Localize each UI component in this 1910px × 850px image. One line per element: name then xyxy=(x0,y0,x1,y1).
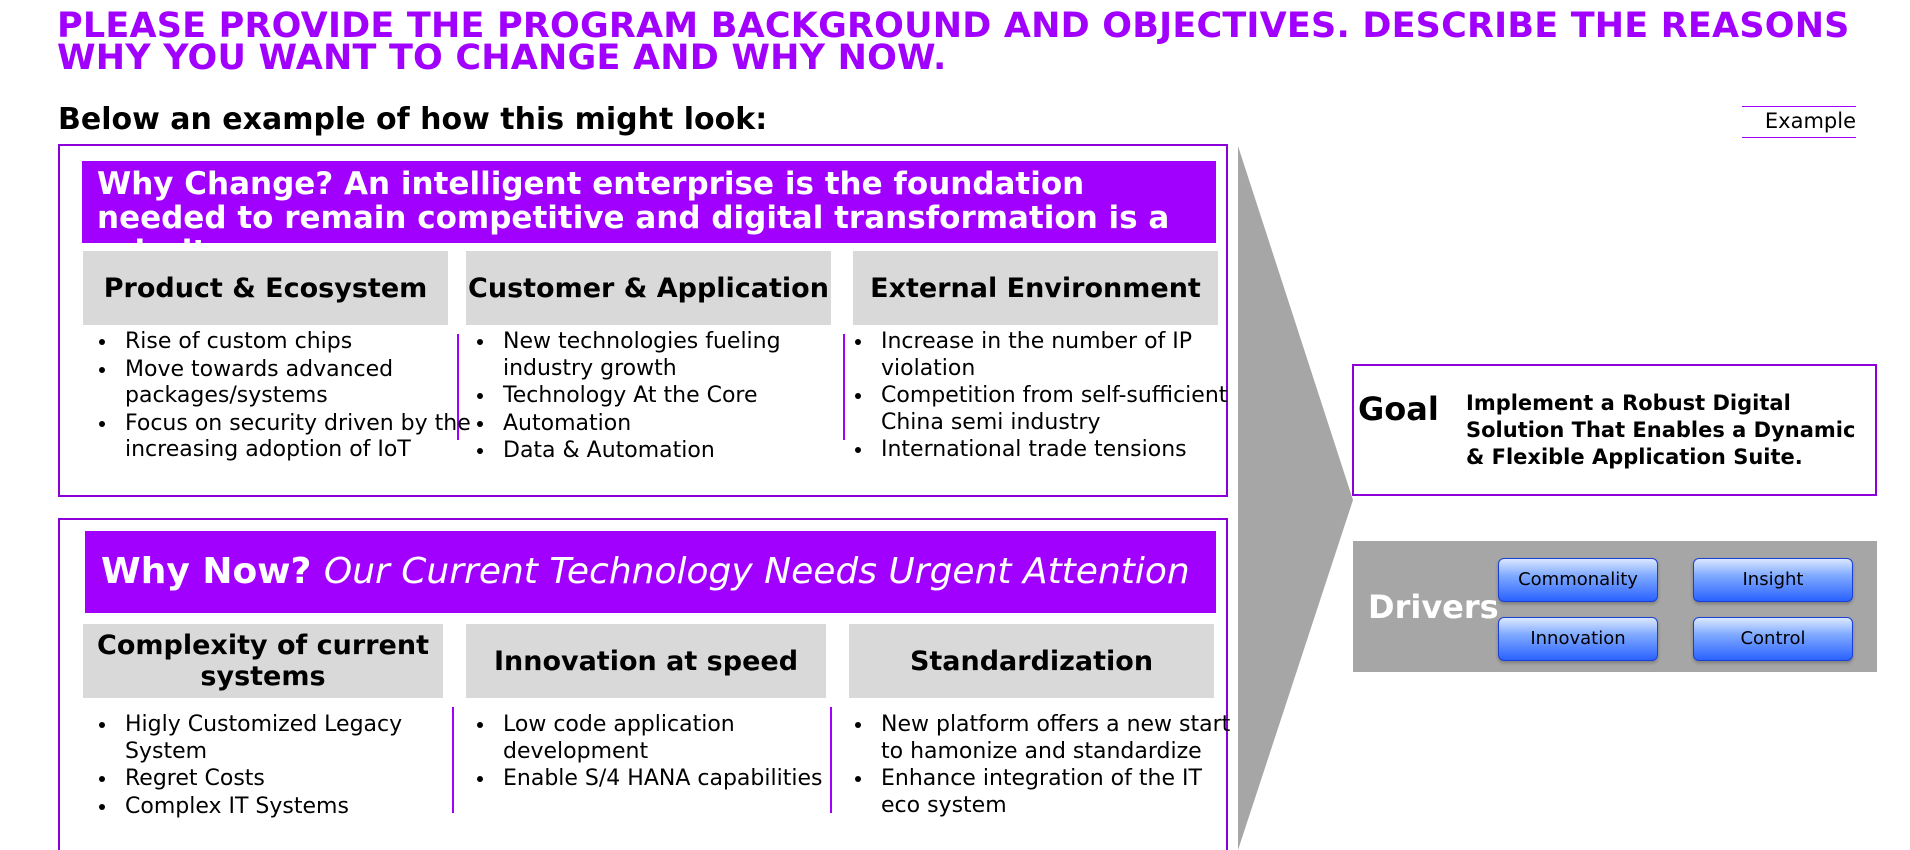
driver-insight: Insight xyxy=(1693,558,1853,602)
goal-box xyxy=(1352,364,1877,496)
column-heading: Innovation at speed xyxy=(466,624,826,698)
bullet-list: Low code application development Enable … xyxy=(468,711,856,793)
drivers-label: Drivers xyxy=(1368,588,1499,626)
column-divider xyxy=(830,707,832,813)
list-item: Complex IT Systems xyxy=(118,793,468,821)
list-item: Focus on security driven by the increasi… xyxy=(118,410,478,464)
list-item: Higly Customized Legacy System xyxy=(118,711,468,765)
why-change-banner: Why Change? An intelligent enterprise is… xyxy=(82,161,1216,269)
column-divider xyxy=(457,334,459,440)
bullet-list: Higly Customized Legacy System Regret Co… xyxy=(90,711,468,820)
page-title: PLEASE PROVIDE THE PROGRAM BACKGROUND AN… xyxy=(57,6,1850,78)
driver-innovation: Innovation xyxy=(1498,617,1658,661)
bullet-list: Increase in the number of IP violation C… xyxy=(846,328,1234,464)
why-now-banner-italic: Our Current Technology Needs Urgent Atte… xyxy=(323,551,1190,592)
list-item: Regret Costs xyxy=(118,765,468,793)
list-item: Low code application development xyxy=(496,711,856,765)
list-item: International trade tensions xyxy=(874,436,1234,464)
list-item: Enable S/4 HANA capabilities xyxy=(496,765,856,793)
why-now-banner: Why Now? Our Current Technology Needs Ur… xyxy=(85,531,1216,613)
list-item: Data & Automation xyxy=(496,437,826,465)
example-subtitle: Below an example of how this might look: xyxy=(58,102,768,137)
chevron-arrow xyxy=(1238,146,1353,850)
why-now-banner-bold: Why Now? xyxy=(101,551,312,592)
driver-control: Control xyxy=(1693,617,1853,661)
bullet-list: New platform offers a new start to hamon… xyxy=(846,711,1234,819)
list-item: Rise of custom chips xyxy=(118,328,478,356)
list-item: Increase in the number of IP violation xyxy=(874,328,1234,382)
bullet-list: Rise of custom chips Move towards advanc… xyxy=(90,328,478,464)
goal-label: Goal xyxy=(1358,390,1439,428)
list-item: Move towards advanced packages/systems xyxy=(118,356,478,410)
list-item: New platform offers a new start to hamon… xyxy=(874,711,1234,765)
list-item: Competition from self-sufficient China s… xyxy=(874,382,1234,436)
column-divider xyxy=(452,707,454,813)
column-heading: External Environment xyxy=(853,251,1218,325)
column-heading: Complexity of current systems xyxy=(83,624,443,698)
chevron-shape xyxy=(1238,146,1353,850)
driver-commonality: Commonality xyxy=(1498,558,1658,602)
bullet-list: New technologies fueling industry growth… xyxy=(468,328,826,465)
list-item: New technologies fueling industry growth xyxy=(496,328,826,382)
column-heading: Standardization xyxy=(849,624,1214,698)
column-heading: Customer & Application xyxy=(466,251,831,325)
example-tag: Example xyxy=(1742,106,1856,138)
column-divider xyxy=(843,334,845,440)
column-heading: Product & Ecosystem xyxy=(83,251,448,325)
list-item: Enhance integration of the IT eco system xyxy=(874,765,1234,819)
list-item: Technology At the Core xyxy=(496,382,826,410)
list-item: Automation xyxy=(496,410,826,438)
goal-text: Implement a Robust Digital Solution That… xyxy=(1466,391,1856,469)
